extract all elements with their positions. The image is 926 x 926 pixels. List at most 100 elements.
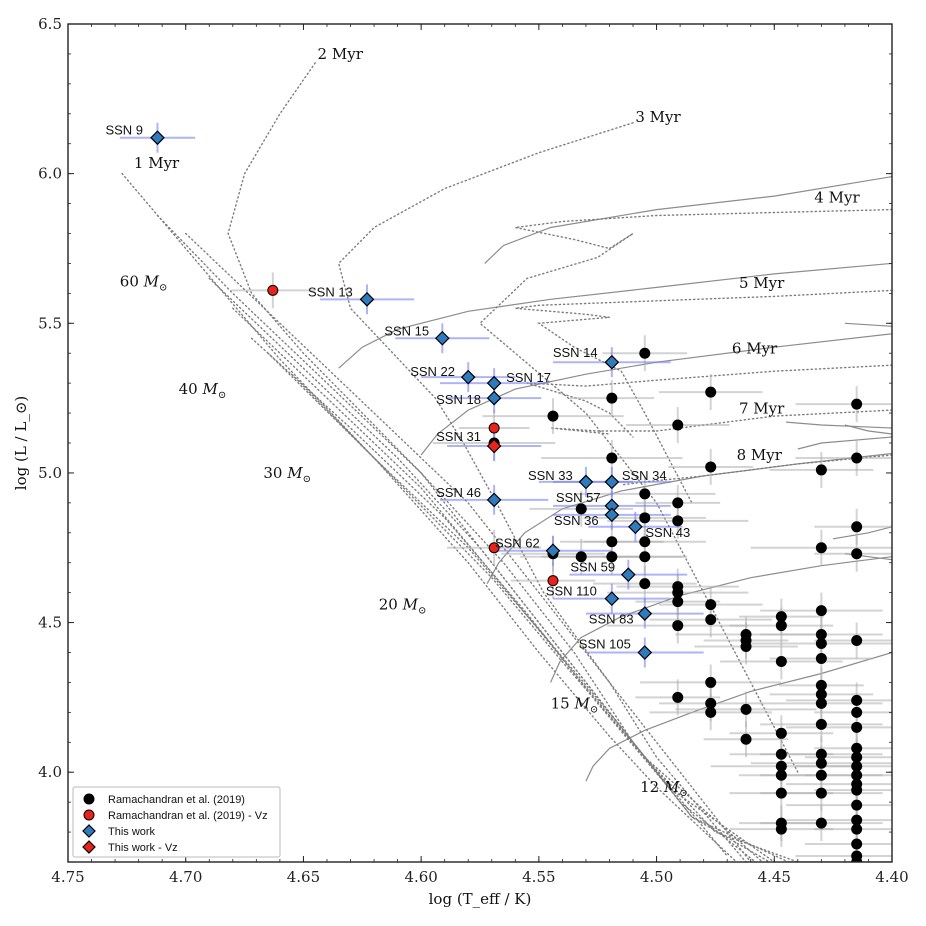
ramachandran-point: [851, 784, 863, 796]
mass-label: 40 M⊙: [179, 380, 227, 401]
star-label: SSN 22: [410, 364, 455, 379]
star-label: SSN 57: [556, 490, 601, 505]
isochrone-line: [121, 172, 738, 862]
this-work-point: [486, 492, 502, 508]
star-label: SSN 14: [553, 345, 598, 360]
legend-marker-circle: [83, 793, 95, 805]
ramachandran-point: [775, 620, 787, 632]
ramachandran-vz-point: [267, 284, 279, 296]
ramachandran-point: [851, 521, 863, 533]
y-axis-label: log (L / L_⊙): [12, 396, 30, 490]
ramachandran-point: [815, 787, 827, 799]
ramachandran-point: [775, 787, 787, 799]
ramachandran-point: [851, 694, 863, 706]
legend-label: Ramachandran et al. (2019): [108, 794, 245, 806]
ramachandran-point: [851, 823, 863, 835]
this-work-point: [604, 354, 620, 370]
this-work-point: [628, 519, 643, 535]
isochrone-label: 3 Myr: [635, 108, 681, 126]
this-work-point: [460, 369, 476, 385]
y-tick-label: 6.0: [38, 165, 62, 183]
mass-track-line: [585, 651, 892, 782]
this-work-point: [604, 474, 620, 490]
star-label: SSN 83: [589, 612, 634, 627]
legend: Ramachandran et al. (2019) Ramachandran e…: [72, 786, 281, 858]
this-work-point: [604, 591, 620, 606]
x-tick-label: 4.55: [522, 868, 555, 886]
ramachandran-point: [815, 817, 827, 829]
isochrone-label: 4 Myr: [814, 189, 860, 207]
x-tick-label: 4.75: [51, 868, 84, 886]
ramachandran-point: [740, 733, 752, 745]
star-label: SSN 62: [495, 536, 540, 551]
x-tick-label: 4.70: [169, 868, 202, 886]
ramachandran-point: [606, 392, 618, 404]
star-label: SSN 46: [436, 485, 481, 500]
ramachandran-point: [639, 578, 651, 590]
star-label: SSN 43: [645, 525, 690, 540]
legend-label: Ramachandran et al. (2019) - Vz: [108, 810, 268, 822]
ramachandran-point: [815, 542, 827, 554]
isochrone-line: [156, 214, 728, 857]
ramachandran-point: [606, 536, 618, 548]
ramachandran-point: [672, 419, 684, 431]
isochrone-label: 7 Myr: [739, 400, 785, 418]
this-work-point: [545, 543, 561, 559]
legend-label: This work - Vz: [108, 842, 178, 854]
ramachandran-point: [606, 551, 618, 563]
ramachandran-point: [775, 823, 787, 835]
mass-track-line: [844, 322, 892, 327]
star-label: SSN 33: [528, 468, 573, 483]
ramachandran-point: [705, 461, 717, 473]
y-tick-label: 4.5: [38, 614, 62, 632]
mass-track-line: [484, 176, 892, 264]
ramachandran-point: [672, 620, 684, 632]
axes: 4.75 4.70 4.65 4.60 4.55 4.50 4.45 4.40 4.0 4.5 5.…: [12, 15, 909, 908]
isochrone-line: [208, 277, 757, 862]
this-work-point: [434, 330, 450, 346]
ramachandran-point: [851, 548, 863, 560]
this-work-point: [486, 375, 502, 391]
mass-label: 12 M⊙: [640, 778, 688, 799]
isochrone-label: 6 Myr: [732, 340, 778, 358]
data-points: [150, 130, 863, 862]
mass-track-line: [338, 262, 892, 369]
this-work-point: [486, 438, 502, 454]
x-tick-label: 4.45: [758, 868, 791, 886]
annotations: SSN 9 SSN 13 SSN 15 SSN 14 SSN 22 SSN 17 SSN 1…: [105, 45, 860, 799]
isochrone-line: [515, 289, 892, 504]
ramachandran-point: [705, 676, 717, 688]
x-tick-label: 4.60: [404, 868, 437, 886]
star-label: SSN 34: [622, 468, 667, 483]
mass-track-line: [832, 526, 892, 540]
star-label: SSN 15: [384, 323, 429, 338]
ramachandran-point: [775, 769, 787, 781]
ramachandran-point: [672, 596, 684, 608]
ramachandran-point: [851, 838, 863, 850]
x-tick-label: 4.40: [875, 868, 908, 886]
star-label: SSN 17: [506, 370, 551, 385]
ramachandran-point: [851, 452, 863, 464]
isochrones: [121, 62, 892, 862]
this-work-point: [150, 130, 165, 146]
ramachandran-point: [851, 635, 863, 647]
this-work-point: [637, 606, 653, 621]
star-label: SSN 18: [436, 392, 481, 407]
isochrone-label: 8 Myr: [737, 446, 783, 464]
ramachandran-point: [815, 605, 827, 617]
star-label: SSN 13: [308, 284, 353, 299]
ramachandran-point: [740, 641, 752, 653]
ramachandran-vz-point: [547, 575, 559, 587]
mass-label: 15 M⊙: [551, 694, 599, 715]
mass-label: 20 M⊙: [379, 596, 427, 617]
isochrone-label: 1 Myr: [134, 154, 180, 172]
mass-track-line: [786, 421, 892, 429]
ramachandran-point: [575, 503, 587, 515]
isochrone-label: 2 Myr: [318, 45, 364, 63]
ramachandran-point: [705, 706, 717, 718]
ramachandran-point: [639, 536, 651, 548]
isochrone-line: [291, 373, 799, 862]
ramachandran-point: [815, 697, 827, 709]
isochrone-label: 5 Myr: [739, 274, 785, 292]
